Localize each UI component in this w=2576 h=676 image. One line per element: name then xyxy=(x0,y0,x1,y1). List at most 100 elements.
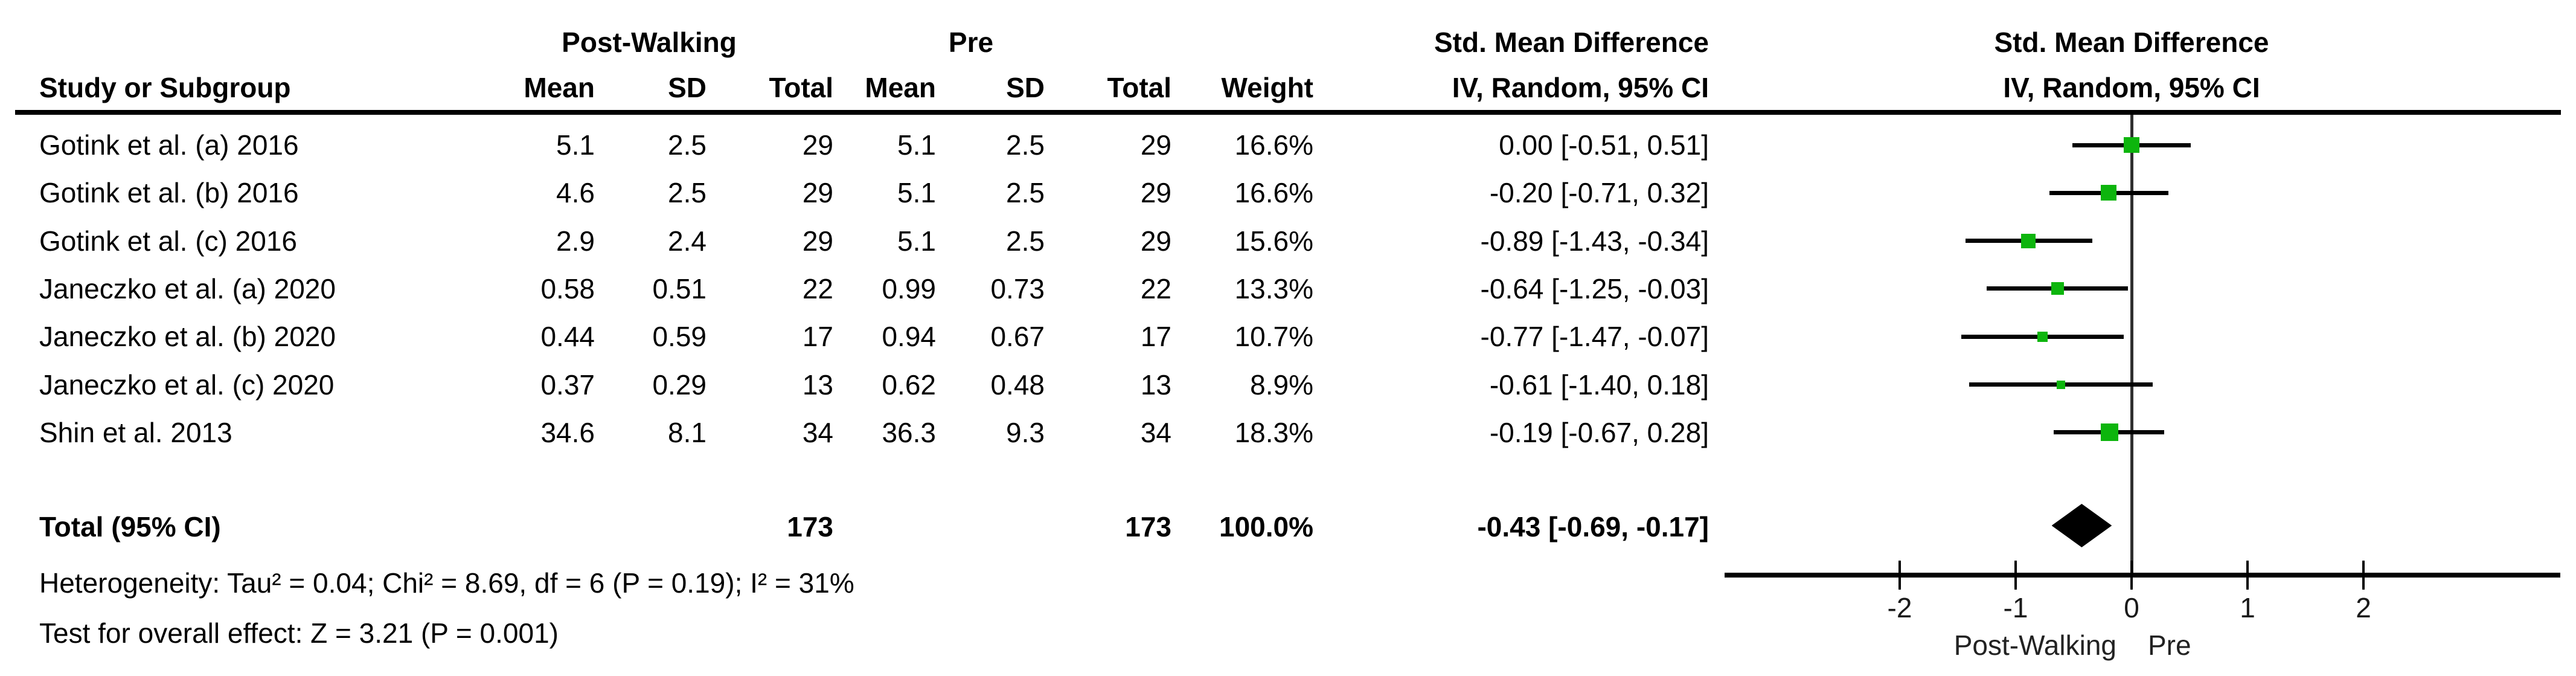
col-header-ci-method: IV, Random, 95% CI xyxy=(1452,72,1709,103)
study-name: Janeczko et al. (b) 2020 xyxy=(39,321,336,352)
weight: 13.3% xyxy=(1234,273,1313,304)
pre-mean: 0.99 xyxy=(882,273,936,304)
post-total: 22 xyxy=(802,273,833,304)
smd-ci-text: -0.89 [-1.43, -0.34] xyxy=(1480,225,1709,257)
pre-sd: 0.67 xyxy=(990,321,1045,352)
effect-square xyxy=(2051,282,2064,295)
pre-sd: 2.5 xyxy=(1006,129,1045,161)
pre-sd: 0.48 xyxy=(990,369,1045,401)
pre-mean: 0.94 xyxy=(882,321,936,352)
effect-square xyxy=(2101,423,2119,442)
header-divider-line xyxy=(15,110,2561,115)
total-smd-ci-text: -0.43 [-0.69, -0.17] xyxy=(1477,511,1709,542)
post-mean: 5.1 xyxy=(556,129,595,161)
post-sd: 0.29 xyxy=(652,369,706,401)
post-total: 17 xyxy=(802,321,833,352)
study-name: Gotink et al. (a) 2016 xyxy=(39,129,299,161)
study-name: Shin et al. 2013 xyxy=(39,417,232,448)
study-name: Janeczko et al. (a) 2020 xyxy=(39,273,336,304)
post-total: 29 xyxy=(802,129,833,161)
col-header-weight: Weight xyxy=(1221,72,1313,103)
effect-square xyxy=(2100,185,2116,201)
col-header-pre-total: Total xyxy=(1107,72,1171,103)
heterogeneity-note: Heterogeneity: Tau² = 0.04; Chi² = 8.69,… xyxy=(39,567,854,599)
pre-total: 13 xyxy=(1140,369,1171,401)
pre-total: 29 xyxy=(1140,225,1171,257)
zero-effect-line xyxy=(2130,115,2133,575)
x-tick-label: -2 xyxy=(1887,592,1912,623)
x-tick-label: -1 xyxy=(2003,592,2028,623)
x-axis-tick xyxy=(2130,561,2133,590)
total-pre-n: 173 xyxy=(1125,511,1171,542)
post-total: 34 xyxy=(802,417,833,448)
col-header-post-mean: Mean xyxy=(524,72,595,103)
weight: 16.6% xyxy=(1234,177,1313,208)
effect-square xyxy=(2056,380,2065,389)
weight: 16.6% xyxy=(1234,129,1313,161)
pre-total: 29 xyxy=(1140,129,1171,161)
total-label: Total (95% CI) xyxy=(39,511,221,542)
overall-effect-note: Test for overall effect: Z = 3.21 (P = 0… xyxy=(39,617,559,649)
pre-mean: 0.62 xyxy=(882,369,936,401)
pre-sd: 2.5 xyxy=(1006,177,1045,208)
summary-diamond xyxy=(2051,504,2112,547)
pre-total: 29 xyxy=(1140,177,1171,208)
pre-total: 22 xyxy=(1140,273,1171,304)
pre-total: 34 xyxy=(1140,417,1171,448)
smd-ci-text: -0.64 [-1.25, -0.03] xyxy=(1480,273,1709,304)
post-sd: 8.1 xyxy=(668,417,706,448)
smd-ci-text: -0.20 [-0.71, 0.32] xyxy=(1489,177,1709,208)
post-sd: 2.4 xyxy=(668,225,706,257)
smd-text-column-title: Std. Mean Difference xyxy=(1434,27,1709,58)
pre-mean: 36.3 xyxy=(882,417,936,448)
post-total: 13 xyxy=(802,369,833,401)
x-tick-label: 0 xyxy=(2124,592,2139,623)
post-mean: 4.6 xyxy=(556,177,595,208)
group-header-pre: Pre xyxy=(948,27,994,58)
x-tick-label: 2 xyxy=(2356,592,2371,623)
smd-ci-text: -0.77 [-1.47, -0.07] xyxy=(1480,321,1709,352)
x-axis-tick xyxy=(2362,561,2365,590)
total-post-n: 173 xyxy=(787,511,833,542)
weight: 10.7% xyxy=(1234,321,1313,352)
post-total: 29 xyxy=(802,225,833,257)
smd-ci-text: -0.61 [-1.40, 0.18] xyxy=(1489,369,1709,401)
pre-sd: 0.73 xyxy=(990,273,1045,304)
x-axis-tick xyxy=(2246,561,2249,590)
effect-square xyxy=(2037,331,2048,342)
pre-mean: 5.1 xyxy=(897,177,936,208)
post-mean: 0.58 xyxy=(540,273,595,304)
col-header-post-total: Total xyxy=(769,72,833,103)
study-name: Gotink et al. (b) 2016 xyxy=(39,177,299,208)
effect-square xyxy=(2021,233,2036,248)
smd-ci-text: 0.00 [-0.51, 0.51] xyxy=(1499,129,1709,161)
total-weight: 100.0% xyxy=(1219,511,1313,542)
smd-ci-text: -0.19 [-0.67, 0.28] xyxy=(1489,417,1709,448)
post-mean: 0.37 xyxy=(540,369,595,401)
study-name: Janeczko et al. (c) 2020 xyxy=(39,369,335,401)
pre-sd: 9.3 xyxy=(1006,417,1045,448)
pre-sd: 2.5 xyxy=(1006,225,1045,257)
post-mean: 0.44 xyxy=(540,321,595,352)
axis-right-label: Pre xyxy=(2148,629,2191,661)
post-sd: 2.5 xyxy=(668,129,706,161)
x-axis-line xyxy=(1725,573,2560,578)
effect-square xyxy=(2124,137,2139,153)
weight: 15.6% xyxy=(1234,225,1313,257)
weight: 18.3% xyxy=(1234,417,1313,448)
pre-total: 17 xyxy=(1140,321,1171,352)
post-sd: 0.59 xyxy=(652,321,706,352)
x-tick-label: 1 xyxy=(2240,592,2255,623)
col-header-study: Study or Subgroup xyxy=(39,72,291,103)
weight: 8.9% xyxy=(1250,369,1313,401)
pre-mean: 5.1 xyxy=(897,225,936,257)
plot-subtitle: IV, Random, 95% CI xyxy=(2003,72,2260,103)
plot-title: Std. Mean Difference xyxy=(1994,27,2269,58)
post-sd: 0.51 xyxy=(652,273,706,304)
col-header-post-sd: SD xyxy=(668,72,706,103)
post-sd: 2.5 xyxy=(668,177,706,208)
col-header-pre-mean: Mean xyxy=(865,72,936,103)
post-mean: 2.9 xyxy=(556,225,595,257)
post-mean: 34.6 xyxy=(540,417,595,448)
